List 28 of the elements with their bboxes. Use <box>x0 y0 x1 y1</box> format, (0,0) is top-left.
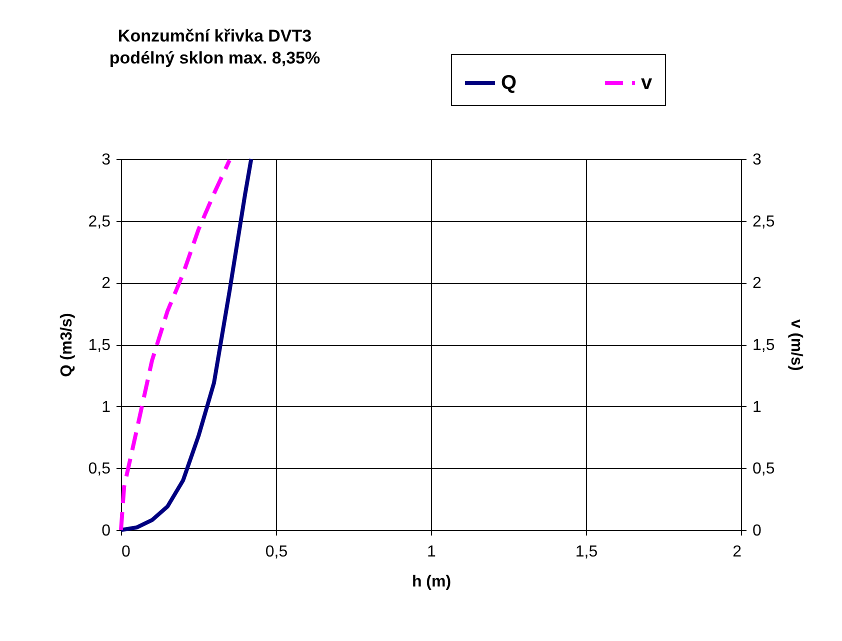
x-axis-title: h (m) <box>412 574 452 590</box>
legend-label: Q <box>501 72 517 94</box>
y-tick-label: 3 <box>102 152 111 168</box>
x-tick-label: 0,5 <box>265 544 288 560</box>
y2-tick-label: 2 <box>752 275 762 292</box>
y2-axis-title: v (m/s) <box>788 319 805 371</box>
y-tick-label: 2 <box>102 275 111 292</box>
text: podélný sklon max. 8,35% <box>109 48 320 68</box>
y-tick-label: 1 <box>102 398 111 416</box>
y2-tick-label: 1,5 <box>752 337 775 354</box>
x-tick-label: 0 <box>122 544 130 560</box>
y2-tick-label: 1 <box>752 398 762 416</box>
y-tick-label: 1,5 <box>88 337 111 354</box>
y-tick-label: 0,5 <box>88 460 111 478</box>
y-axis-title: Q (m3/s) <box>58 312 76 378</box>
x-tick-label: 1 <box>427 544 436 560</box>
y2-tick-label: 2,5 <box>752 213 775 230</box>
line-series <box>119 158 232 532</box>
y2-tick-label: 0 <box>752 522 762 540</box>
x-tick-label: 2 <box>732 544 742 560</box>
text: Konzumční křivka DVT3 <box>118 26 312 46</box>
line-series <box>119 157 254 532</box>
y-tick-label: 2,5 <box>88 213 111 230</box>
y2-tick-label: 3 <box>752 152 762 168</box>
x-tick-label: 1,5 <box>575 544 598 560</box>
y-tick-label: 0 <box>102 522 111 540</box>
y2-tick-label: 0,5 <box>752 460 775 478</box>
legend-label: v <box>641 72 653 94</box>
